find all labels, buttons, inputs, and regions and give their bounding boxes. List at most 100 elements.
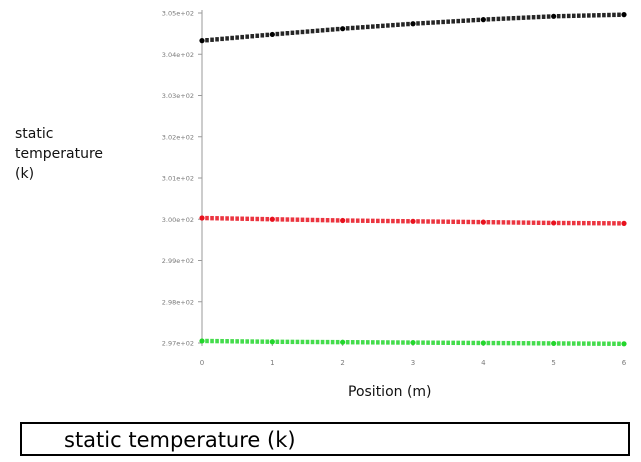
trail-dot <box>401 340 405 345</box>
trail-dot <box>401 218 405 224</box>
trail-dot <box>360 25 365 30</box>
trail-dot <box>456 219 461 225</box>
trail-dot <box>546 14 551 19</box>
trail-dot <box>531 220 536 225</box>
trail-dot <box>376 218 380 224</box>
trail-dot <box>496 220 501 225</box>
trail-dot <box>602 12 606 18</box>
trail-dot <box>396 340 400 345</box>
trail-dot <box>592 220 596 226</box>
trail-dot <box>386 340 390 345</box>
trail-dot <box>617 12 621 17</box>
trail-dot <box>285 339 290 345</box>
trail-dot <box>521 220 526 225</box>
data-point <box>340 26 346 32</box>
trail-dot <box>416 219 420 224</box>
trail-dot <box>275 31 280 37</box>
x-tick-labels: 0 1 2 3 4 5 6 <box>200 359 627 367</box>
trail-dot <box>320 339 325 345</box>
trail-dot <box>235 339 239 344</box>
trail-dot <box>491 220 496 225</box>
trail-dot <box>225 216 229 221</box>
trail-dot <box>220 338 224 344</box>
y-tick-label: 3.02e+02 <box>162 133 194 141</box>
trail-dot <box>466 340 471 346</box>
trail-dot <box>471 17 476 23</box>
trail-dot <box>205 215 209 221</box>
trail-dot <box>260 339 265 344</box>
trail-dot <box>451 219 455 224</box>
trail-dot <box>607 221 611 226</box>
trail-dot <box>571 13 576 19</box>
trail-dot <box>592 341 596 346</box>
trail-dot <box>295 217 300 222</box>
series-trail <box>205 338 621 346</box>
trail-dot <box>305 29 310 34</box>
series-0 <box>199 12 627 44</box>
trail-dot <box>365 24 370 30</box>
trail-dot <box>531 341 536 346</box>
trail-dot <box>240 216 244 221</box>
trail-dot <box>587 220 591 226</box>
trail-dot <box>597 341 601 346</box>
data-point <box>621 341 627 347</box>
trail-dot <box>506 220 511 225</box>
trail-dot <box>597 13 601 18</box>
trail-dot <box>491 340 496 346</box>
trail-dot <box>526 341 531 346</box>
trail-dot <box>441 219 445 224</box>
trail-dot <box>210 215 214 221</box>
trail-dot <box>602 221 606 226</box>
y-tick-label: 3.00e+02 <box>162 216 194 224</box>
trail-dot <box>617 341 621 346</box>
x-tick-label: 4 <box>481 359 486 367</box>
trail-dot <box>215 37 219 42</box>
chart-title: static temperature (k) <box>64 428 296 452</box>
trail-dot <box>355 218 360 223</box>
trail-dot <box>330 218 335 223</box>
trail-dot <box>355 25 360 30</box>
trail-dot <box>391 340 395 345</box>
trail-dot <box>451 19 455 24</box>
trail-dot <box>446 219 450 224</box>
trail-dot <box>612 221 616 226</box>
trail-dot <box>205 338 209 344</box>
trail-dot <box>441 19 445 25</box>
trail-dot <box>245 34 250 39</box>
trail-dot <box>421 20 425 26</box>
trail-dot <box>607 12 611 18</box>
trail-dot <box>315 28 320 33</box>
trail-dot <box>235 216 239 221</box>
y-tick-label: 2.99e+02 <box>162 257 194 265</box>
trail-dot <box>561 341 566 346</box>
data-points <box>199 12 627 347</box>
data-point <box>551 220 557 226</box>
y-axis-label-line: static <box>15 126 54 142</box>
trail-dot <box>275 339 280 344</box>
trail-dot <box>416 340 420 345</box>
data-point <box>480 340 486 346</box>
trail-dot <box>516 341 521 346</box>
trail-dot <box>345 340 350 345</box>
trail-dot <box>376 340 380 345</box>
trail-dot <box>285 217 290 222</box>
x-tick-label: 0 <box>200 359 204 367</box>
y-tick-label: 3.01e+02 <box>162 175 194 183</box>
trail-dot <box>531 15 536 20</box>
trail-dot <box>310 217 315 223</box>
trail-dot <box>426 20 430 26</box>
trail-dot <box>526 15 531 20</box>
trail-dot <box>330 339 335 345</box>
trail-dot <box>320 217 325 223</box>
trail-dot <box>456 18 461 24</box>
trail-dot <box>556 220 561 226</box>
y-axis-label-line: temperature <box>15 146 103 162</box>
trail-dot <box>381 23 385 29</box>
trail-dot <box>386 218 390 224</box>
series-2 <box>199 338 627 347</box>
trail-dot <box>386 23 390 28</box>
trail-dot <box>345 218 350 223</box>
trail-dot <box>300 217 305 222</box>
trail-dot <box>305 339 310 345</box>
trail-dot <box>250 339 255 344</box>
